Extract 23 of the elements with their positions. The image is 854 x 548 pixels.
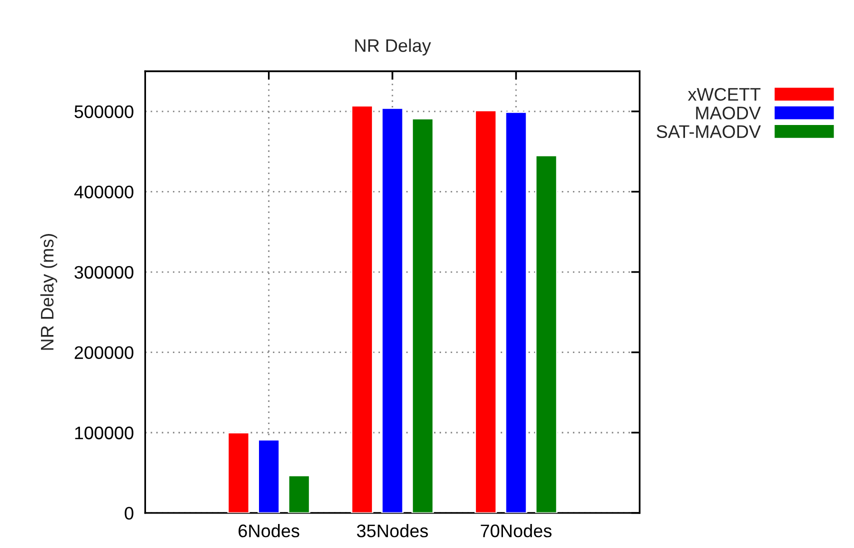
y-tick-label: 0 bbox=[124, 506, 134, 520]
bar bbox=[288, 474, 310, 513]
x-tick-label: 35Nodes bbox=[356, 524, 428, 538]
bar bbox=[474, 110, 497, 513]
bar bbox=[350, 105, 374, 513]
y-tick-label: 400000 bbox=[74, 186, 134, 198]
bar bbox=[411, 118, 434, 513]
legend-label: MAODV bbox=[696, 106, 761, 120]
x-tick-label: 70Nodes bbox=[480, 524, 552, 538]
y-axis-title: NR Delay (ms) bbox=[40, 234, 58, 350]
bar bbox=[535, 154, 558, 513]
bar bbox=[227, 432, 250, 513]
legend-label: SAT-MAODV bbox=[656, 125, 761, 138]
y-tick-label: 500000 bbox=[74, 105, 134, 118]
bar bbox=[258, 439, 280, 513]
chart-title: NR Delay bbox=[355, 38, 432, 56]
bar bbox=[504, 112, 528, 513]
bar bbox=[381, 107, 404, 513]
y-tick-label: 100000 bbox=[75, 426, 134, 440]
y-tick-label: 200000 bbox=[74, 346, 134, 360]
legend-label: xWCETT bbox=[688, 88, 760, 101]
x-tick-label: 6Nodes bbox=[238, 524, 300, 538]
y-tick-label: 300000 bbox=[74, 266, 134, 279]
